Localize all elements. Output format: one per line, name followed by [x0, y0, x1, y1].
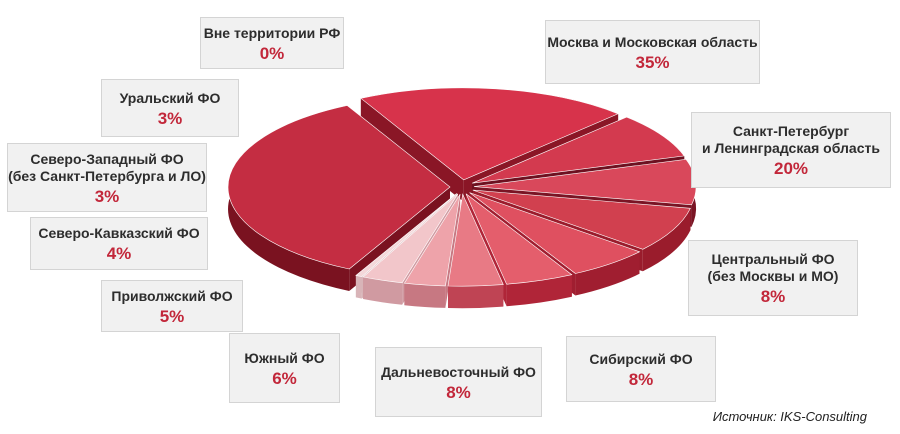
label-volga: Приволжский ФО 5%: [101, 280, 243, 332]
label-north-west: Северо-Западный ФО (без Санкт-Петербурга…: [7, 143, 207, 212]
label-outside-rf-name: Вне территории РФ: [203, 24, 341, 41]
label-spb: Санкт-Петербург и Ленинградская область …: [691, 112, 891, 188]
label-ural: Уральский ФО 3%: [101, 79, 239, 137]
label-ural-name: Уральский ФО: [119, 89, 221, 106]
label-siberian: Сибирский ФО 8%: [566, 336, 716, 402]
slice-wall-7: [448, 284, 504, 309]
slice-wall-6: [506, 274, 572, 307]
slice-7: [447, 193, 504, 287]
slice-wall-9: [363, 277, 403, 305]
label-north-caucasus: Северо-Кавказский ФО 4%: [30, 217, 208, 270]
slice-9: [362, 193, 459, 284]
slice-6: [465, 193, 573, 285]
label-moscow: Москва и Московская область 35%: [545, 20, 760, 84]
label-outside-rf-value: 0%: [259, 43, 285, 63]
label-spb-value: 20%: [773, 159, 809, 178]
label-north-caucasus-value: 4%: [106, 244, 132, 263]
label-central-name: Центральный ФО (без Москвы и МО): [707, 251, 839, 284]
slice-8: [403, 193, 461, 287]
slice-0: [227, 105, 451, 270]
label-ural-value: 3%: [157, 108, 183, 128]
slice-2: [472, 116, 685, 184]
slice-wall-5: [575, 251, 640, 296]
label-north-west-name: Северо-Западный ФО (без Санкт-Петербурга…: [8, 150, 206, 184]
label-north-west-value: 3%: [94, 186, 120, 206]
label-southern-value: 6%: [272, 368, 297, 388]
label-far-east-value: 8%: [446, 382, 471, 402]
label-far-east-name: Дальневосточный ФО: [381, 363, 536, 380]
label-outside-rf: Вне территории РФ 0%: [200, 17, 344, 69]
label-moscow-name: Москва и Московская область: [547, 33, 758, 50]
label-moscow-value: 35%: [635, 52, 670, 72]
source-note: Источник: IKS-Consulting: [712, 409, 867, 424]
label-far-east: Дальневосточный ФО 8%: [375, 347, 542, 417]
slice-side-start-1: [360, 98, 464, 202]
label-spb-name: Санкт-Петербург и Ленинградская область: [702, 123, 880, 156]
slice-1: [360, 87, 619, 181]
slice-4: [472, 189, 691, 250]
label-southern: Южный ФО 6%: [229, 333, 340, 403]
label-southern-name: Южный ФО: [244, 349, 325, 366]
label-volga-name: Приволжский ФО: [111, 287, 233, 304]
label-siberian-name: Сибирский ФО: [589, 350, 693, 367]
label-central: Центральный ФО (без Москвы и МО) 8%: [688, 240, 858, 316]
slice-5: [469, 192, 641, 274]
label-siberian-value: 8%: [628, 369, 654, 389]
label-north-caucasus-name: Северо-Кавказский ФО: [38, 225, 200, 241]
slice-wall-8: [404, 283, 446, 308]
slice-wall-4: [642, 208, 691, 272]
label-central-value: 8%: [760, 287, 786, 306]
slice-10: [355, 193, 457, 277]
slice-wall-10: [355, 275, 362, 299]
label-volga-value: 5%: [159, 306, 185, 326]
